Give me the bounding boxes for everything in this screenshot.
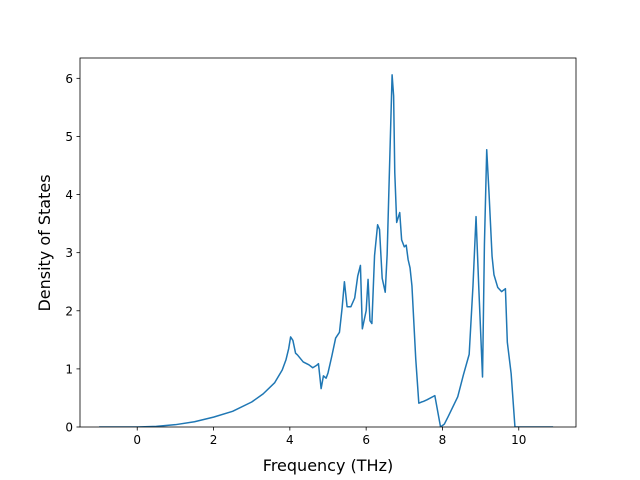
y-axis-label: Density of States (35, 174, 54, 311)
dos-series-line (99, 74, 554, 427)
y-tick-label: 4 (65, 188, 73, 202)
y-tick-label: 1 (65, 362, 73, 376)
x-axis-label: Frequency (THz) (263, 456, 393, 475)
x-tick-label: 0 (133, 433, 141, 447)
x-tick-label: 2 (210, 433, 218, 447)
y-tick-label: 2 (65, 304, 73, 318)
y-tick-label: 6 (65, 72, 73, 86)
axes-frame (79, 57, 577, 428)
y-tick-label: 5 (65, 130, 73, 144)
x-tick-label: 8 (439, 433, 447, 447)
y-tick-label: 3 (65, 246, 73, 260)
x-tick-label: 4 (286, 433, 294, 447)
x-tick-label: 10 (511, 433, 526, 447)
plot-area (79, 57, 577, 428)
y-tick-label: 0 (65, 421, 73, 435)
ticks: 0 2 4 6 8 10 0 1 2 3 4 5 6 (65, 72, 526, 447)
x-tick-label: 6 (362, 433, 370, 447)
